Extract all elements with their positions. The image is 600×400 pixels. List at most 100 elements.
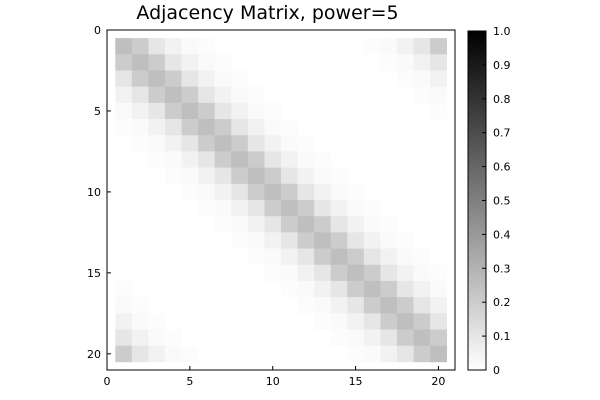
heatmap-cell	[330, 264, 348, 282]
heatmap-cell	[297, 151, 315, 168]
heatmap-cell	[430, 345, 448, 363]
heatmap-cell	[281, 183, 298, 201]
heatmap-cell	[115, 38, 133, 55]
heatmap-cell	[347, 248, 365, 266]
heatmap-cell	[430, 54, 448, 71]
heatmap-cell	[131, 345, 149, 363]
heatmap-cell	[148, 38, 166, 55]
heatmap-cell	[247, 183, 265, 201]
heatmap-cell	[181, 102, 199, 120]
heatmap-cell	[115, 313, 133, 330]
heatmap-cell	[413, 54, 431, 71]
heatmap-cell	[115, 70, 133, 87]
heatmap-cell	[264, 102, 282, 120]
heatmap-cell	[115, 54, 133, 71]
heatmap-cell	[247, 232, 265, 249]
heatmap-cell	[264, 200, 282, 217]
heatmap-cell	[181, 86, 199, 104]
heatmap-cell	[131, 313, 149, 330]
heatmap-cell	[363, 297, 381, 314]
heatmap-cell	[247, 102, 265, 120]
heatmap-cell	[397, 264, 414, 282]
heatmap-cell	[281, 232, 298, 249]
heatmap-cell	[214, 200, 232, 217]
heatmap-cell	[297, 183, 315, 201]
heatmap-cell	[330, 200, 348, 217]
heatmap-cell	[363, 38, 381, 55]
heatmap-cell	[330, 167, 348, 185]
heatmap-cell	[181, 151, 199, 168]
heatmap-cell	[297, 167, 315, 185]
heatmap-cell	[264, 167, 282, 185]
heatmap-cell	[413, 70, 431, 87]
heatmap-cell	[314, 264, 332, 282]
heatmap-cell	[363, 329, 381, 347]
heatmap-cell	[430, 329, 448, 347]
x-tick-label: 0	[104, 375, 111, 388]
heatmap-cell	[181, 345, 199, 363]
heatmap-cell	[214, 86, 232, 104]
heatmap-cell	[314, 232, 332, 249]
heatmap-cell	[247, 200, 265, 217]
heatmap-cell	[264, 264, 282, 282]
heatmap-cell	[397, 232, 414, 249]
heatmap-cell	[314, 280, 332, 298]
heatmap-cell	[198, 119, 216, 136]
heatmap-cell	[413, 313, 431, 330]
x-tick-label: 10	[266, 375, 280, 388]
heatmap-cell	[131, 297, 149, 314]
heatmap-cell	[165, 54, 182, 71]
colorbar: 0 0.1 0.2 0.3 0.4 0.5 0.6 0.7 0.8 0.9 1.0	[467, 25, 511, 377]
heatmap-cell	[198, 54, 216, 71]
heatmap-cell	[380, 248, 398, 266]
heatmap-cell	[347, 345, 365, 363]
heatmap-cell	[347, 329, 365, 347]
heatmap-cell	[330, 216, 348, 233]
heatmap-cell	[214, 135, 232, 152]
heatmap-cell	[264, 248, 282, 266]
heatmap-cell	[231, 119, 249, 136]
heatmap-cell	[413, 329, 431, 347]
heatmap-cell	[397, 329, 414, 347]
heatmap-cell	[165, 329, 182, 347]
heatmap-cell	[214, 70, 232, 87]
heatmap-cell	[413, 248, 431, 266]
heatmap-cell	[363, 248, 381, 266]
y-tick-label: 15	[87, 267, 101, 280]
heatmap-cell	[380, 329, 398, 347]
heatmap-cell	[165, 345, 182, 363]
heatmap-cell	[115, 86, 133, 104]
heatmap-cell	[363, 264, 381, 282]
colorbar-tick-label: 0.5	[493, 195, 511, 208]
heatmap-cell	[247, 86, 265, 104]
heatmap-cell	[148, 345, 166, 363]
heatmap-cell	[231, 216, 249, 233]
heatmap-cell	[198, 200, 216, 217]
colorbar-tick-label: 0.8	[493, 93, 511, 106]
heatmap-cell	[264, 119, 282, 136]
heatmap-cell	[380, 216, 398, 233]
heatmap-cell	[148, 70, 166, 87]
heatmap-cell	[397, 313, 414, 330]
heatmap-cell	[281, 119, 298, 136]
heatmap-cell	[380, 280, 398, 298]
heatmap-cell	[214, 183, 232, 201]
heatmap-cell	[314, 151, 332, 168]
heatmap-cell	[131, 70, 149, 87]
x-tick-label: 15	[349, 375, 363, 388]
heatmap-cell	[165, 135, 182, 152]
heatmap-cell	[330, 329, 348, 347]
heatmap-cell	[247, 167, 265, 185]
heatmap-cell	[314, 297, 332, 314]
heatmap-cell	[281, 151, 298, 168]
heatmap-cell	[148, 54, 166, 71]
heatmap-cell	[148, 329, 166, 347]
heatmap-cell	[297, 216, 315, 233]
colorbar-tick-label: 0.4	[493, 228, 511, 241]
heatmap-cell	[281, 248, 298, 266]
heatmap-cell	[413, 280, 431, 298]
heatmap-cell	[281, 264, 298, 282]
heatmap-cell	[430, 102, 448, 120]
heatmap-cell	[347, 200, 365, 217]
